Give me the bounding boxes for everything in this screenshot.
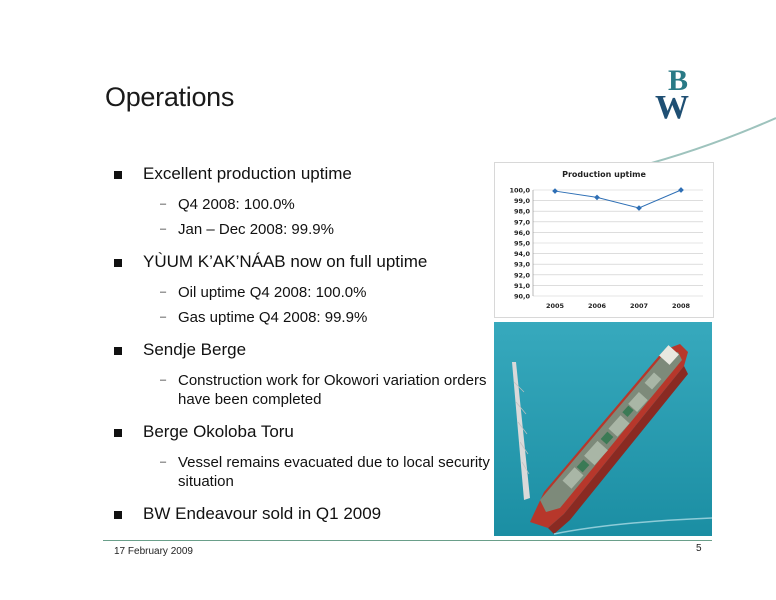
bw-logo: BW B W <box>655 64 689 126</box>
fpso-vessel-photo <box>494 322 712 536</box>
chart-data-point <box>636 205 642 211</box>
bullet-group: BW Endeavour sold in Q1 2009 <box>114 503 494 525</box>
footer-rule <box>103 540 712 541</box>
sub-bullet-text: Q4 2008: 100.0% <box>178 196 295 213</box>
chart-data-point <box>594 194 600 201</box>
chart-ytick-label: 97,0 <box>514 218 531 226</box>
production-uptime-chart: Production uptime 100,0 99,0 98,0 97,0 96,0 9… <box>494 162 714 318</box>
bullet-text: BW Endeavour sold in Q1 2009 <box>143 504 382 523</box>
bullet-text: Berge Okoloba Toru <box>143 422 294 441</box>
sub-bullet-item: – Jan – Dec 2008: 99.9% <box>114 220 494 239</box>
sub-bullet-item: – Oil uptime Q4 2008: 100.0% <box>114 283 494 302</box>
chart-ytick-label: 98,0 <box>514 208 531 216</box>
sub-bullet-text: Gas uptime Q4 2008: 99.9% <box>178 309 368 326</box>
chart-ytick-label: 91,0 <box>514 282 531 290</box>
sub-bullet-item: – Q4 2008: 100.0% <box>114 195 494 214</box>
chart-series-line <box>554 189 682 209</box>
square-bullet-icon <box>114 429 122 437</box>
square-bullet-icon <box>114 259 122 267</box>
sub-bullet-text: Construction work for Okowori variation … <box>178 372 487 408</box>
dash-icon: – <box>160 311 167 323</box>
chart-ytick-label: 100,0 <box>509 187 530 195</box>
chart-data-point <box>678 187 684 193</box>
dash-icon: – <box>160 374 167 386</box>
bullet-group: Sendje Berge – Construction work for Okowo… <box>114 339 494 409</box>
bullet-text: Excellent production uptime <box>143 164 352 183</box>
dash-icon: – <box>160 198 167 210</box>
bullet-group: Excellent production uptime – Q4 2008: 100… <box>114 163 494 239</box>
dash-icon: – <box>160 456 167 468</box>
bullet-item: Excellent production uptime <box>114 163 494 185</box>
chart-data-point <box>552 188 558 194</box>
bullet-group: YÙUM K’AK’NÁAB now on full uptime – Oil up… <box>114 251 494 327</box>
chart-ytick-label: 96,0 <box>514 229 531 237</box>
footer-date: 17 February 2009 <box>114 546 193 557</box>
bullet-item: BW Endeavour sold in Q1 2009 <box>114 503 494 525</box>
chart-ytick-label: 94,0 <box>514 250 531 258</box>
page-number: 5 <box>696 543 702 554</box>
sub-bullet-item: – Gas uptime Q4 2008: 99.9% <box>114 308 494 327</box>
square-bullet-icon <box>114 171 122 179</box>
sub-bullet-text: Vessel remains evacuated due to local se… <box>178 454 490 490</box>
square-bullet-icon <box>114 347 122 355</box>
chart-xtick-label: 2007 <box>630 302 648 310</box>
sub-bullet-item: – Construction work for Okowori variation… <box>114 371 494 409</box>
slide-title: Operations <box>105 82 235 112</box>
bullet-text: YÙUM K’AK’NÁAB now on full uptime <box>143 252 428 271</box>
bullet-text: Sendje Berge <box>143 340 247 359</box>
bullet-item: Berge Okoloba Toru <box>114 421 494 443</box>
dash-icon: – <box>160 223 167 235</box>
dash-icon: – <box>160 286 167 298</box>
chart-ytick-label: 93,0 <box>514 261 531 269</box>
sub-bullet-item: – Vessel remains evacuated due to local s… <box>114 453 494 491</box>
svg-text:W: W <box>655 89 689 126</box>
chart-xtick-label: 2008 <box>672 302 691 310</box>
sub-bullet-text: Jan – Dec 2008: 99.9% <box>178 221 334 238</box>
chart-ytick-label: 99,0 <box>514 197 531 205</box>
square-bullet-icon <box>114 511 122 519</box>
bullet-item: Sendje Berge <box>114 339 494 361</box>
chart-ytick-label: 90,0 <box>514 293 531 301</box>
chart-xtick-label: 2006 <box>588 302 607 310</box>
chart-ytick-label: 95,0 <box>514 240 531 248</box>
chart-title: Production uptime <box>562 170 646 179</box>
chart-ytick-label: 92,0 <box>514 271 531 279</box>
chart-xtick-label: 2005 <box>546 302 565 310</box>
bullet-list: Excellent production uptime – Q4 2008: 100… <box>114 163 494 537</box>
bullet-item: YÙUM K’AK’NÁAB now on full uptime <box>114 251 494 273</box>
sub-bullet-text: Oil uptime Q4 2008: 100.0% <box>178 284 367 301</box>
svg-text:B: B <box>668 64 688 97</box>
bullet-group: Berge Okoloba Toru – Vessel remains evacua… <box>114 421 494 491</box>
